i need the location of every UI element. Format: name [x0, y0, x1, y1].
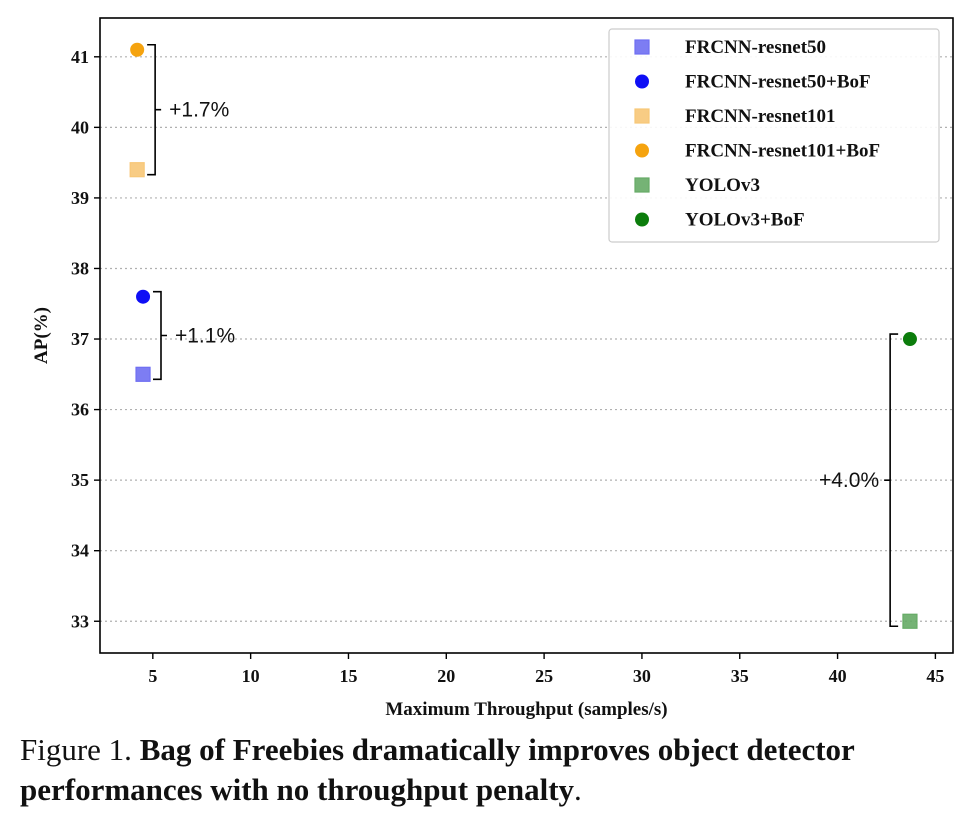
- legend-label: FRCNN-resnet101: [685, 106, 836, 127]
- legend-marker-square: [634, 108, 650, 124]
- x-tick-label: 5: [148, 666, 157, 686]
- caption-bold-text: Bag of Freebies dramatically improves ob…: [20, 732, 855, 807]
- legend-entry: YOLOv3+BoF: [635, 210, 805, 231]
- legend-entry: FRCNN-resnet101+BoF: [635, 141, 880, 162]
- plot-frame: [99, 17, 954, 654]
- annotation-label: +4.0%: [819, 469, 879, 492]
- legend-marker-circle: [635, 212, 649, 227]
- caption-lead: Figure 1.: [20, 732, 140, 767]
- legend-entry: FRCNN-resnet50+BoF: [635, 72, 871, 93]
- legend-marker-circle: [635, 143, 649, 158]
- y-tick-label: 35: [71, 470, 89, 490]
- caption-tail: .: [574, 772, 582, 807]
- legend-marker-circle: [635, 74, 649, 89]
- bracket-line: [884, 333, 899, 628]
- legend-label: FRCNN-resnet101+BoF: [685, 141, 880, 162]
- y-tick-label: 38: [71, 258, 89, 278]
- legend-box: [608, 28, 940, 243]
- improvement-annotations: +1.7% +1.1% +4.0%: [147, 43, 899, 628]
- x-tick-label: 25: [535, 666, 553, 686]
- x-tick-label: 30: [633, 666, 651, 686]
- legend-entry: FRCNN-resnet101: [634, 106, 836, 127]
- x-tick-label: 10: [242, 666, 260, 686]
- legend-entry: FRCNN-resnet50: [634, 37, 826, 58]
- legend-label: FRCNN-resnet50: [685, 37, 826, 58]
- annotation-label: +1.1%: [175, 325, 235, 348]
- legend-label: FRCNN-resnet50+BoF: [685, 72, 871, 93]
- legend: FRCNN-resnet50 FRCNN-resnet50+BoF FRCNN-re…: [608, 28, 940, 243]
- legend-marker-square: [634, 177, 650, 193]
- bracket-line: [152, 290, 167, 381]
- x-axis-label: Maximum Throughput (samples/s): [385, 699, 667, 720]
- x-tick-label: 15: [339, 666, 357, 686]
- x-tick-label: 20: [437, 666, 455, 686]
- x-tick-label: 45: [926, 666, 944, 686]
- scatter-chart: +1.7% +1.1% +4.0% 5 10 15 20 25 30 35 40 45 33 34 35 3…: [31, 17, 954, 720]
- x-tick-label: 35: [731, 666, 749, 686]
- legend-label: YOLOv3: [685, 175, 760, 196]
- point-frcnn-resnet50-bof: [136, 289, 151, 304]
- point-yolov3: [902, 613, 918, 629]
- point-frcnn-resnet101: [129, 162, 145, 178]
- y-tick-label: 39: [71, 188, 89, 208]
- y-tick-label: 41: [71, 47, 89, 67]
- x-tick-label: 40: [829, 666, 847, 686]
- legend-marker-square: [634, 39, 650, 55]
- data-points: [129, 42, 918, 629]
- y-tick-label: 36: [71, 400, 89, 420]
- axis-ticks: 5 10 15 20 25 30 35 40 45 33 34 35 36 37 38 39 40 41: [71, 47, 944, 686]
- annotation-bracket: +4.0%: [819, 333, 899, 628]
- figure-caption: Figure 1. Bag of Freebies dramatically i…: [20, 730, 970, 810]
- point-frcnn-resnet50: [135, 366, 151, 382]
- y-tick-label: 34: [71, 541, 89, 561]
- y-tick-label: 33: [71, 611, 89, 631]
- annotation-bracket: +1.7%: [147, 43, 229, 176]
- annotation-label: +1.7%: [169, 99, 229, 122]
- point-yolov3-bof: [902, 332, 917, 347]
- point-frcnn-resnet101-bof: [130, 42, 145, 57]
- y-tick-label: 37: [71, 329, 89, 349]
- y-tick-label: 40: [71, 117, 89, 137]
- y-axis-label: AP(%): [31, 307, 52, 364]
- bracket-line: [147, 43, 162, 176]
- legend-label: YOLOv3+BoF: [685, 210, 805, 231]
- legend-entry: YOLOv3: [634, 175, 760, 196]
- annotation-bracket: +1.1%: [152, 290, 235, 381]
